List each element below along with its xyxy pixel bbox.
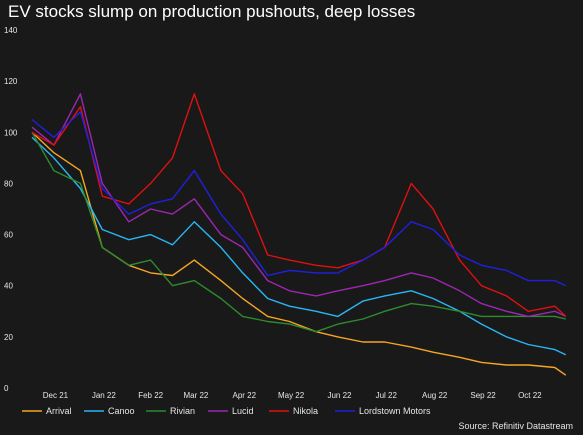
y-tick-label: 140 bbox=[4, 26, 18, 35]
legend-label: Lucid bbox=[232, 406, 254, 416]
source-note: Source: Refinitiv Datastream bbox=[458, 421, 573, 431]
legend-label: Canoo bbox=[108, 406, 135, 416]
x-tick-label: Oct 22 bbox=[518, 391, 542, 400]
y-tick-label: 60 bbox=[4, 231, 13, 240]
y-tick-label: 20 bbox=[4, 333, 13, 342]
x-tick-label: Feb 22 bbox=[138, 391, 163, 400]
x-tick-label: May 22 bbox=[278, 391, 305, 400]
y-tick-label: 40 bbox=[4, 282, 13, 291]
legend-label: Rivian bbox=[170, 406, 195, 416]
legend-label: Arrival bbox=[46, 406, 72, 416]
x-tick-label: Jul 22 bbox=[376, 391, 398, 400]
x-tick-label: Aug 22 bbox=[422, 391, 448, 400]
legend: Arrival Canoo Rivian Lucid Nikola Lordstown M… bbox=[22, 406, 431, 416]
series-line-lordstown-motors bbox=[31, 111, 567, 287]
x-tick-label: Sep 22 bbox=[470, 391, 496, 400]
y-tick-label: 80 bbox=[4, 179, 13, 188]
series-layer bbox=[31, 93, 567, 376]
series-line-lucid bbox=[31, 93, 567, 318]
x-tick-label: Mar 22 bbox=[183, 391, 208, 400]
series-line-nikola bbox=[31, 93, 567, 317]
x-tick-label: Jan 22 bbox=[92, 391, 117, 400]
series-line-canoo bbox=[31, 136, 567, 356]
x-tick-label: Dec 21 bbox=[43, 391, 69, 400]
y-tick-label: 0 bbox=[4, 384, 9, 393]
chart-title: EV stocks slump on production pushouts, … bbox=[8, 2, 416, 21]
y-axis: 0 20 40 60 80 100 120 140 bbox=[4, 26, 18, 393]
legend-label: Lordstown Motors bbox=[359, 406, 431, 416]
x-tick-label: Apr 22 bbox=[232, 391, 256, 400]
y-tick-label: 120 bbox=[4, 77, 18, 86]
y-tick-label: 100 bbox=[4, 128, 18, 137]
series-line-rivian bbox=[31, 131, 566, 333]
legend-label: Nikola bbox=[293, 406, 318, 416]
x-axis: Dec 21 Jan 22 Feb 22 Mar 22 Apr 22 May 22 Jun … bbox=[43, 391, 542, 400]
x-tick-label: Jun 22 bbox=[327, 391, 352, 400]
